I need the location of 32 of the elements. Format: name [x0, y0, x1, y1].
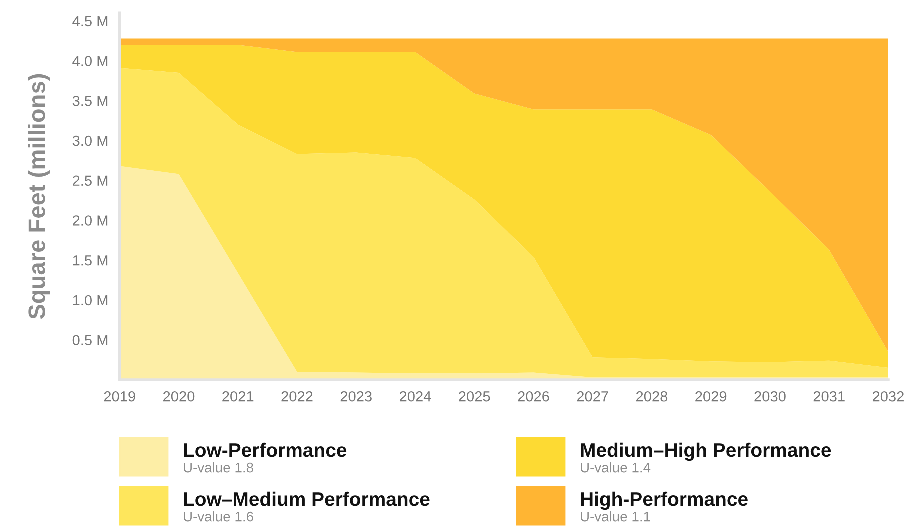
legend-label: High-Performance [581, 492, 748, 510]
legend-label: Low–Medium Performance [184, 492, 430, 506]
y-tick-label: 3.0 M [72, 136, 108, 146]
text: U-value 1.1 [581, 512, 650, 522]
x-tick-label: 2027 [577, 391, 608, 402]
x-tick-label: 2020 [164, 391, 195, 402]
x-tick-label: 2032 [872, 391, 904, 402]
x-tick-label: 2025 [459, 391, 490, 402]
text: U-value 1.4 [581, 462, 651, 473]
legend-label: Low-Performance [184, 442, 347, 458]
y-tick-label: 1.0 M [73, 295, 108, 306]
x-tick-label: 2022 [282, 391, 313, 402]
x-tick-label: 2026 [518, 391, 550, 402]
x-tick-label: 2019 [104, 391, 136, 402]
text: U-value 1.6 [184, 512, 254, 522]
y-axis-title: Square Feet (millions) [28, 74, 50, 320]
x-tick-label: 2023 [340, 391, 372, 402]
x-tick-label: 2029 [696, 391, 727, 402]
y-tick-label: 2.0 M [73, 216, 108, 226]
y-tick-label: 0.5 M [72, 335, 108, 346]
y-tick-label: 3.5 M [72, 96, 108, 106]
x-tick-label: 2030 [754, 391, 786, 402]
x-tick-label: 2028 [636, 391, 668, 402]
text: U-value 1.8 [184, 462, 254, 473]
y-tick-label: 4.0 M [72, 56, 108, 66]
x-tick-label: 2031 [814, 391, 845, 402]
y-tick-label: 1.5 M [73, 256, 108, 266]
x-tick-label: 2024 [400, 391, 432, 402]
legend-label: Medium–High Performance [581, 442, 832, 462]
y-tick-label: 2.5 M [73, 176, 108, 186]
x-tick-label: 2021 [222, 391, 254, 402]
y-tick-label: 4.5 M [72, 16, 108, 27]
